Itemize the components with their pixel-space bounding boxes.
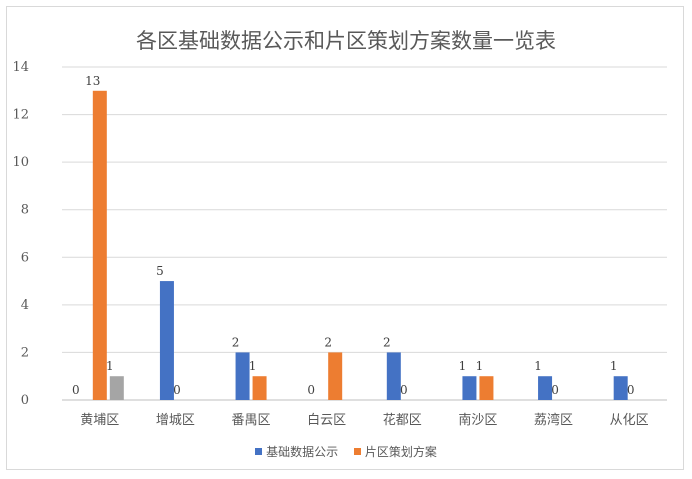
data-label-series2-1: 0 [173,383,181,397]
data-label-series2-4: 0 [400,383,408,397]
data-label-series3-0: 1 [106,359,114,373]
x-category-label-2: 番禺区 [232,413,271,428]
data-label-series1-4: 2 [383,335,391,349]
x-category-label-0: 黄埔区 [80,413,119,428]
x-category-label-3: 白云区 [307,412,346,428]
legend-item-series-2: 片区策划方案 [353,443,437,460]
legend-item-series-1: 基础数据公示 [255,443,338,460]
data-label-series1-7: 1 [610,359,618,373]
data-label-series1-3: 0 [307,383,315,397]
legend-swatch-series-1 [255,448,263,455]
legend-label-series-2: 片区策划方案 [364,445,437,459]
data-label-series2-3: 2 [324,335,332,349]
legend: 基础数据公示 片区策划方案 [7,443,685,460]
data-label-series2-5: 1 [476,359,484,373]
y-tick-label-1: 2 [21,345,29,360]
x-category-label-6: 荔湾区 [534,412,573,428]
chart-frame: 各区基础数据公示和片区策划方案数量一览表 0 2 4 6 8 10 12 14 0 13 1 黄埔区 5… [6,6,684,470]
y-tick-label-2: 4 [21,298,29,313]
data-label-series2-6: 0 [551,383,559,397]
x-category-label-7: 从化区 [610,413,649,428]
data-label-series1-0: 0 [72,383,80,397]
y-tick-label-0: 0 [21,393,29,408]
y-tick-label-7: 14 [12,60,29,75]
legend-label-series-1: 基础数据公示 [266,445,339,459]
data-label-series2-7: 0 [627,383,635,397]
y-tick-label-5: 10 [12,155,29,170]
y-tick-label-3: 6 [21,250,29,265]
data-label-series2-2: 1 [249,359,257,373]
data-label-series1-5: 1 [459,359,467,373]
bar-series1-6 [538,376,553,400]
chart-title: 各区基础数据公示和片区策划方案数量一览表 [136,29,556,53]
bar-series1-5 [462,376,477,400]
x-category-label-1: 增城区 [156,413,195,428]
x-category-label-4: 花都区 [383,412,422,428]
bar-series2-2 [252,376,267,400]
data-label-series1-6: 1 [534,359,542,373]
bar-series1-1 [159,281,174,400]
legend-swatch-series-2 [353,448,361,455]
bar-series1-7 [613,376,628,400]
bar-series3-0 [109,376,124,400]
bar-series1-2 [235,352,250,400]
bar-series1-4 [386,352,401,400]
y-tick-label-6: 12 [12,108,29,123]
bar-series2-5 [479,376,494,400]
data-label-series2-0: 13 [85,74,100,88]
bar-series2-3 [328,352,343,400]
data-label-series1-1: 5 [156,264,164,278]
x-category-label-5: 南沙区 [458,412,497,428]
y-tick-label-4: 8 [21,203,29,218]
data-label-series1-2: 2 [232,335,240,349]
bar-series2-0 [92,90,107,401]
